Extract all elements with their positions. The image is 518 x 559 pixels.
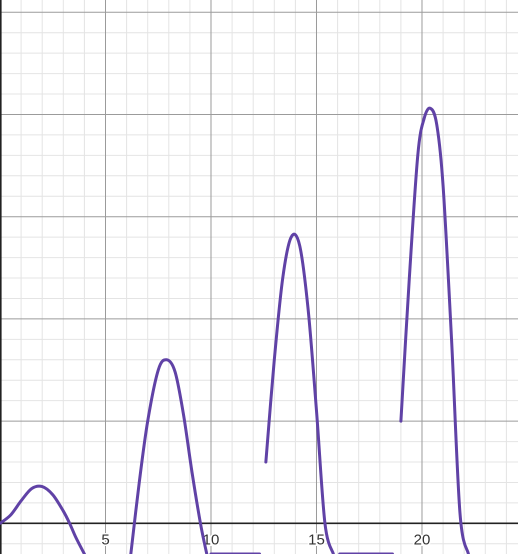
x-tick-label: 20: [414, 531, 431, 548]
x-tick-label: 15: [308, 531, 325, 548]
curve-segment[interactable]: [399, 106, 470, 556]
curve-segment[interactable]: [264, 232, 335, 556]
x-tick-label: 5: [101, 531, 109, 548]
curve-segment[interactable]: [0, 484, 86, 556]
curve-segment[interactable]: [129, 358, 209, 556]
